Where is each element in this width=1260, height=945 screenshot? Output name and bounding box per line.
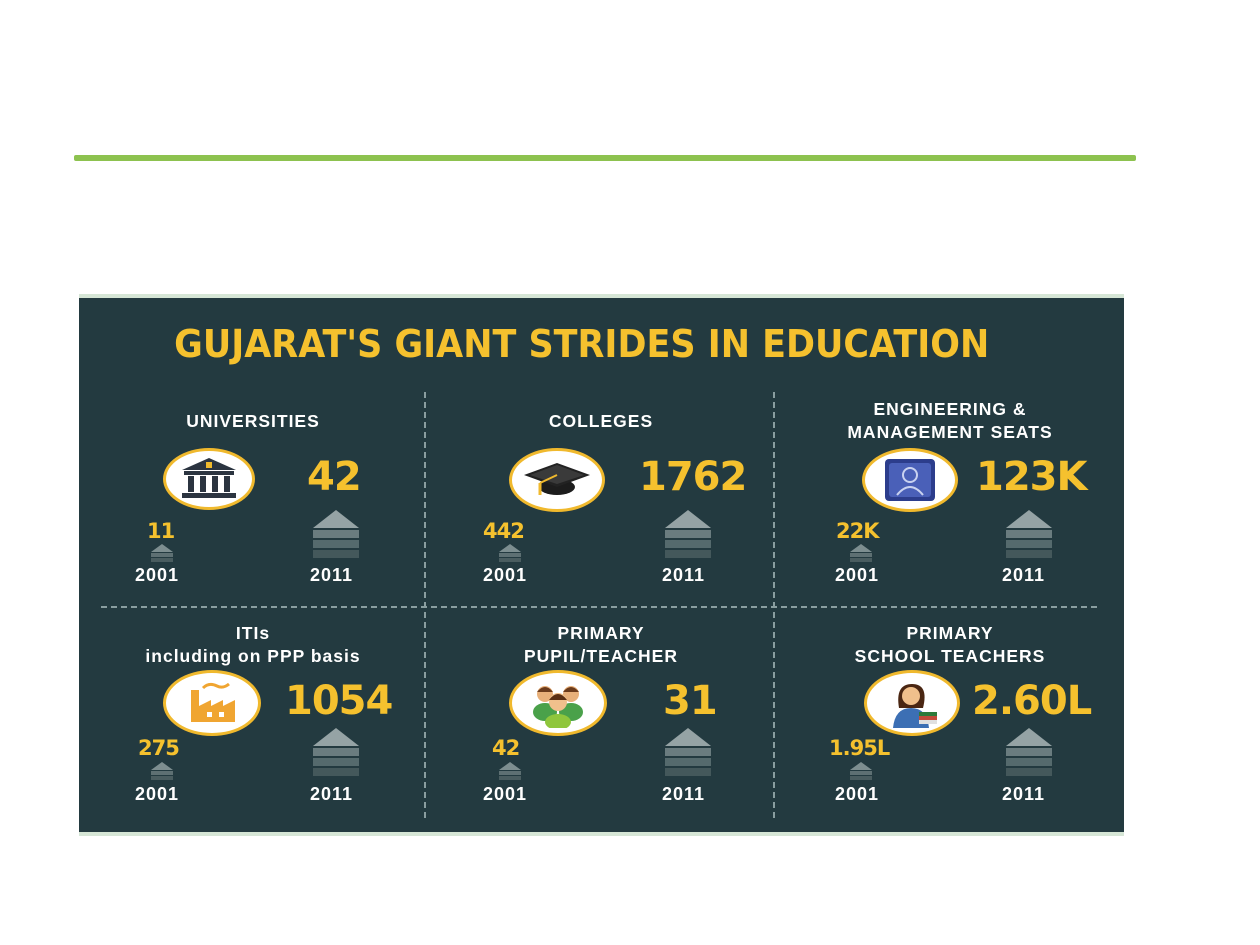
- year-2001: 2001: [135, 565, 180, 585]
- stat-label: UNIVERSITIES: [79, 410, 427, 433]
- big-up-arrow-icon: [1006, 510, 1052, 558]
- stat-cell-primary-school-teachers: PRIMARY SCHOOL TEACHERS 2.60L 1.95L: [776, 608, 1124, 823]
- small-up-arrow-icon: [850, 762, 872, 780]
- stat-label: COLLEGES: [427, 410, 775, 433]
- year-2011: 2011: [310, 784, 354, 804]
- year-2001: 2001: [835, 784, 880, 804]
- year-2001: 2001: [483, 784, 528, 804]
- value-2001: 11: [147, 519, 175, 543]
- small-up-arrow-icon: [499, 762, 521, 780]
- year-2011: 2011: [310, 565, 354, 585]
- year-2011: 2011: [1002, 565, 1046, 585]
- year-2001: 2001: [135, 784, 180, 804]
- value-2001: 1.95L: [829, 736, 890, 760]
- value-2001: 42: [492, 736, 520, 760]
- year-2001: 2001: [483, 565, 528, 585]
- small-up-arrow-icon: [499, 544, 521, 562]
- big-up-arrow-icon: [313, 510, 359, 558]
- stat-label-line: UNIVERSITIES: [186, 411, 320, 431]
- stat-label-line: ENGINEERING &: [873, 399, 1027, 419]
- vertical-divider-2: [773, 392, 775, 818]
- big-up-arrow-icon: [313, 728, 359, 776]
- value-2001: 275: [138, 736, 180, 760]
- infographic-title: GUJARAT'S GIANT STRIDES IN EDUCATION: [174, 322, 990, 366]
- year-2011: 2011: [1002, 784, 1046, 804]
- stat-label-line: PRIMARY: [557, 623, 645, 643]
- value-2011: 42: [307, 454, 362, 500]
- value-2011: 31: [663, 678, 718, 724]
- stat-cell-engineering-management-seats: ENGINEERING & MANAGEMENT SEATS 123K 22K …: [776, 392, 1124, 607]
- stat-label: ENGINEERING & MANAGEMENT SEATS: [776, 398, 1124, 444]
- university-building-icon: [163, 448, 255, 510]
- stat-cell-itis: ITIs including on PPP basis 1054 275 20: [79, 608, 427, 823]
- year-2001: 2001: [835, 565, 880, 585]
- stat-label: PRIMARY PUPIL/TEACHER: [427, 622, 775, 668]
- vertical-divider-1: [424, 392, 426, 818]
- stat-label-line: ITIs: [235, 623, 271, 643]
- people-group-icon: [509, 670, 607, 736]
- value-2001: 22K: [836, 519, 879, 543]
- year-2011: 2011: [662, 784, 706, 804]
- graduation-cap-icon: [509, 448, 605, 512]
- stat-label-line: COLLEGES: [548, 411, 654, 431]
- stat-cell-colleges: COLLEGES 1762 442 2001 2011: [427, 392, 775, 607]
- stat-label-line: including on PPP basis: [145, 646, 361, 666]
- stat-label-line: PUPIL/TEACHER: [524, 646, 678, 666]
- year-2011: 2011: [662, 565, 706, 585]
- stat-cell-primary-pupil-teacher: PRIMARY PUPIL/TEACHER 31 42: [427, 608, 775, 823]
- green-divider-rule: [74, 155, 1136, 161]
- value-2011: 123K: [976, 454, 1087, 500]
- stat-cell-universities: UNIVERSITIES 42 11: [79, 392, 427, 607]
- stat-label-line: SCHOOL TEACHERS: [854, 646, 1046, 666]
- big-up-arrow-icon: [665, 510, 711, 558]
- value-2011: 1054: [285, 678, 393, 724]
- stat-label: PRIMARY SCHOOL TEACHERS: [776, 622, 1124, 668]
- stat-label-line: MANAGEMENT SEATS: [847, 422, 1053, 442]
- horizontal-divider: [101, 606, 1097, 608]
- stat-label-line: PRIMARY: [906, 623, 994, 643]
- value-2011: 2.60L: [972, 678, 1092, 724]
- value-2001: 442: [483, 519, 525, 543]
- education-infographic: GUJARAT'S GIANT STRIDES IN EDUCATION UNI…: [79, 294, 1124, 836]
- small-up-arrow-icon: [151, 762, 173, 780]
- small-up-arrow-icon: [151, 544, 173, 562]
- teacher-with-books-icon: [864, 670, 960, 736]
- value-2011: 1762: [639, 454, 747, 500]
- engineer-blueprint-icon: [862, 448, 958, 512]
- stat-label: ITIs including on PPP basis: [79, 622, 427, 668]
- big-up-arrow-icon: [1006, 728, 1052, 776]
- small-up-arrow-icon: [850, 544, 872, 562]
- factory-icon: [163, 670, 261, 736]
- big-up-arrow-icon: [665, 728, 711, 776]
